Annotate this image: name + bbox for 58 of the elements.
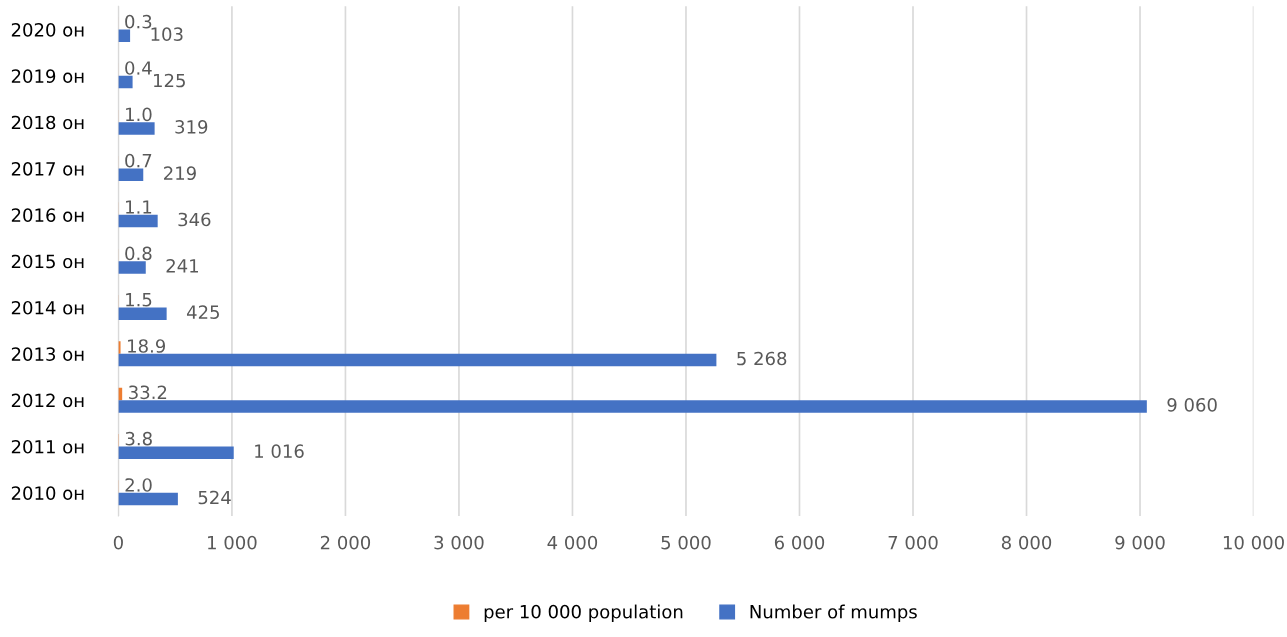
bar	[118, 307, 167, 321]
x-tick-label: 9 000	[1115, 535, 1165, 550]
data-label: 346	[178, 212, 211, 227]
data-label: 1.5	[126, 293, 152, 307]
x-tick-label: 1 000	[208, 535, 257, 550]
x-tick-label: 7 000	[888, 535, 938, 550]
x-tick-label: 3 000	[434, 535, 484, 550]
y-tick-label: 2019 он	[11, 69, 84, 83]
data-label: 1.1	[126, 200, 152, 214]
bar	[118, 341, 121, 354]
data-label: 0.3	[125, 14, 152, 29]
y-tick-label: 2020 он	[11, 22, 84, 37]
bar	[118, 400, 1147, 413]
data-label: 125	[154, 73, 185, 88]
bar	[118, 75, 133, 89]
bar	[118, 446, 234, 459]
y-tick-label: 2010 он	[11, 486, 84, 500]
bar	[118, 122, 155, 135]
x-tick-label: 8 000	[1001, 535, 1052, 550]
x-tick-label: 10 000	[1223, 535, 1284, 550]
x-tick-label: 6 000	[774, 535, 825, 550]
x-tick-label: 2 000	[320, 535, 371, 550]
x-tick-label: 5 000	[661, 535, 711, 550]
data-label: 241	[166, 259, 198, 273]
y-tick-label: 2014 он	[11, 300, 84, 315]
bar	[118, 353, 717, 367]
data-label: 0.4	[125, 61, 152, 75]
data-label: 3.8	[125, 431, 152, 446]
data-label: 524	[198, 490, 231, 505]
data-label: 0.8	[125, 246, 152, 261]
y-tick-label: 2017 он	[11, 161, 84, 176]
bar	[118, 29, 131, 43]
data-label: 5 268	[737, 351, 787, 366]
bar	[118, 492, 178, 506]
y-tick-label: 2015 он	[11, 254, 84, 269]
data-label: 9 060	[1167, 397, 1217, 412]
y-tick-label: 2012 он	[11, 393, 84, 408]
legend-label: per 10 000 population	[484, 604, 683, 623]
y-tick-label: 2016 он	[11, 208, 84, 222]
data-label: 33.2	[129, 385, 167, 400]
data-label: 1.0	[126, 107, 152, 122]
bar	[118, 168, 144, 182]
bar	[118, 261, 146, 274]
data-label: 425	[186, 305, 219, 319]
y-tick-label: 2018 он	[11, 115, 84, 130]
data-label: 103	[151, 27, 183, 42]
data-label: 219	[164, 166, 196, 181]
legend-label: Number of mumps	[750, 604, 917, 623]
y-tick-label: 2013 он	[11, 347, 84, 361]
x-tick-label: 0	[113, 535, 123, 550]
x-tick-label: 4 000	[547, 535, 598, 550]
y-tick-label: 2011 он	[11, 439, 84, 454]
data-label: 319	[175, 120, 208, 134]
data-label: 18.9	[128, 339, 166, 353]
data-label: 0.7	[125, 153, 152, 168]
data-label: 1 016	[255, 444, 304, 458]
data-label: 2.0	[125, 478, 152, 492]
bar	[118, 214, 158, 228]
